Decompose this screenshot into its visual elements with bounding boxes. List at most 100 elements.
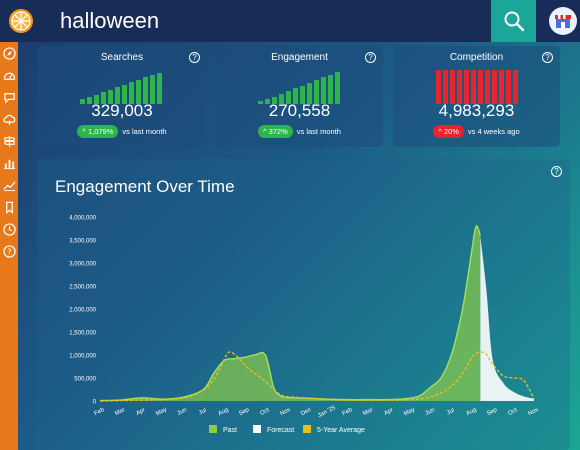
help-icon[interactable]: ?: [542, 52, 553, 63]
x-tick-label: Jul: [446, 408, 456, 417]
x-tick-label: Oct: [507, 407, 518, 417]
arrow-up-icon: ^: [438, 127, 442, 136]
storefront-button[interactable]: [549, 7, 577, 35]
change-badge: ^ 1,079%: [77, 125, 119, 138]
mini-bar: [293, 88, 298, 104]
mini-bar: [143, 77, 148, 104]
gauge-icon[interactable]: [2, 68, 16, 82]
mini-bar: [457, 70, 462, 104]
card-title: Searches: [100, 52, 144, 63]
y-tick-label: 4,000,000: [69, 216, 96, 222]
mini-bar: [328, 74, 333, 104]
average-line: [99, 351, 535, 402]
y-tick-label: 1,500,000: [69, 331, 96, 337]
help-icon[interactable]: ?: [2, 244, 16, 258]
y-tick-label: 0: [93, 400, 97, 406]
mini-bar: [485, 70, 490, 104]
line-chart-icon[interactable]: [2, 178, 16, 192]
mini-bar: [436, 70, 441, 104]
signpost-icon[interactable]: [2, 134, 16, 148]
x-tick-label: Nov: [527, 407, 539, 417]
mini-bar: [265, 98, 270, 104]
x-tick-label: Jul: [198, 408, 208, 417]
y-tick-label: 1,000,000: [69, 354, 96, 360]
engagement-chart: 0 500,000 1,000,000 1,500,000 2,000,000 2,500…: [69, 216, 539, 435]
mini-bar: [443, 70, 448, 104]
x-tick-label: Nov: [279, 407, 291, 417]
mini-bar: [506, 70, 511, 104]
cloud-icon[interactable]: [2, 112, 16, 126]
mini-bar: [136, 79, 141, 104]
change-badge: ^ 372%: [258, 125, 293, 138]
help-icon[interactable]: ?: [551, 166, 562, 177]
search-button[interactable]: [491, 0, 536, 42]
bookmark-icon[interactable]: [2, 200, 16, 214]
top-bar: halloween: [0, 0, 580, 42]
card-value: 329,003: [91, 101, 153, 120]
mini-bar: [286, 91, 291, 104]
orange-slice-icon[interactable]: [0, 0, 42, 42]
x-tick-label: Oct: [259, 407, 270, 417]
svg-text:?: ?: [7, 246, 11, 256]
x-tick-label: Mar: [114, 407, 126, 417]
mini-bar: [279, 93, 284, 104]
forecast-area: [480, 235, 534, 401]
card-bars: [258, 68, 342, 104]
mini-bar: [307, 82, 312, 104]
mini-bar: [258, 100, 263, 104]
mini-bar: [478, 70, 483, 104]
y-tick-label: 3,500,000: [69, 239, 96, 245]
mini-bar: [94, 94, 99, 104]
x-tick-label: Apr: [135, 407, 146, 417]
x-tick-label: Sep: [486, 407, 499, 418]
help-icon[interactable]: ?: [189, 52, 200, 63]
comparison-label: vs last month: [296, 127, 341, 136]
legend-swatch: [209, 425, 217, 433]
mini-bar: [321, 77, 326, 104]
mini-bar: [129, 82, 134, 104]
chat-bubble-icon[interactable]: [2, 90, 16, 104]
storefront-icon: [555, 15, 571, 28]
mini-bar: [314, 80, 319, 104]
mini-bar: [492, 70, 497, 104]
x-tick-label: Mar: [362, 407, 374, 417]
chart-title: Engagement Over Time: [55, 177, 235, 196]
past-line: [99, 225, 481, 402]
legend-swatch: [303, 425, 311, 433]
mini-bar: [464, 70, 469, 104]
legend-swatch: [253, 425, 261, 433]
competition-card: Competition ? 4,983,293 ^ 20% vs 4 weeks …: [393, 46, 560, 147]
card-value: 4,983,293: [438, 101, 515, 120]
x-tick-label: May: [155, 407, 168, 418]
mini-bar: [101, 92, 106, 104]
arrow-up-icon: ^: [82, 127, 86, 136]
card-value: 270,558: [268, 101, 331, 120]
comparison-label: vs 4 weeks ago: [467, 127, 520, 136]
y-tick-label: 500,000: [74, 377, 96, 383]
clock-icon[interactable]: [2, 222, 16, 236]
y-tick-label: 2,000,000: [69, 308, 96, 314]
y-tick-label: 3,000,000: [69, 262, 96, 268]
bar-chart-icon[interactable]: [2, 156, 16, 170]
past-area: [100, 225, 481, 401]
legend-label: Past: [223, 427, 237, 434]
magnifier-icon: [504, 11, 524, 32]
x-tick-label: Aug: [217, 407, 229, 417]
mini-bar: [115, 87, 120, 104]
search-input[interactable]: halloween: [60, 8, 160, 33]
help-icon[interactable]: ?: [365, 52, 376, 63]
mini-bar: [108, 89, 113, 104]
x-tick-label: Apr: [383, 407, 394, 417]
x-tick-label: Feb: [94, 407, 107, 417]
x-tick-label: Aug: [465, 407, 477, 417]
card-bars: [80, 68, 164, 104]
legend-label: 5-Year Average: [317, 427, 365, 434]
compass-icon[interactable]: [2, 46, 16, 60]
y-tick-label: 2,500,000: [69, 285, 96, 291]
mini-bar: [300, 85, 305, 104]
engagement-card: Engagement ? 270,558 ^ 372% vs last month: [216, 46, 383, 147]
mini-bar: [335, 72, 340, 104]
mini-bar: [150, 74, 155, 104]
mini-bar: [499, 70, 504, 104]
x-tick-label: Dec: [300, 407, 312, 417]
